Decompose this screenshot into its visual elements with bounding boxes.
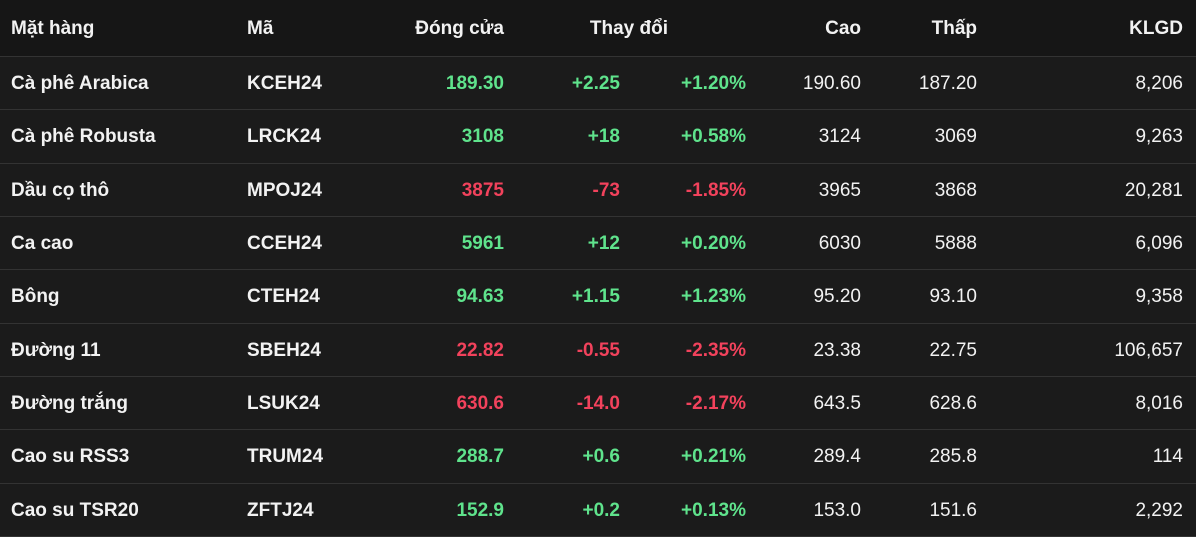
table-cell: 628.6: [929, 393, 977, 414]
column-header: Đóng cửa: [415, 18, 504, 39]
table-cell: Dầu cọ thô: [11, 179, 110, 201]
table-cell: SBEH24: [247, 339, 321, 361]
table-cell: 285.8: [929, 446, 977, 468]
table-cell: 93.10: [929, 286, 977, 308]
table-cell: 22.82: [456, 339, 504, 361]
table-row: Ca cao CCEH24 5961 +12 +0.20% 6030 5888 6,096: [0, 217, 1196, 271]
table-cell: MPOJ24: [247, 179, 322, 201]
column-header: KLGD: [1129, 18, 1183, 39]
table-cell: 20,281: [1124, 179, 1183, 201]
table-cell: 288.7: [456, 446, 504, 468]
table-cell: Cà phê Arabica: [11, 73, 149, 94]
table-cell: 3124: [818, 126, 861, 148]
table-cell: 94.63: [456, 286, 504, 308]
column-header: Thay đổi: [589, 18, 668, 39]
table-cell: LRCK24: [247, 126, 321, 148]
table-cell: Đường 11: [11, 339, 101, 361]
table-cell: +0.20%: [681, 233, 746, 254]
table-row: Bông CTEH24 94.63 +1.15 +1.23% 95.20 93.10 9,35…: [0, 270, 1196, 324]
table-row: Cao su RSS3 TRUM24 288.7 +0.6 +0.21% 289.4 285…: [0, 430, 1196, 484]
table-cell: +2.25: [571, 73, 620, 94]
table-row: Cao su TSR20 ZFTJ24 152.9 +0.2 +0.13% 153.0 15…: [0, 484, 1196, 537]
table-row: Cà phê Robusta LRCK24 3108 +18 +0.58% 3124 306…: [0, 110, 1196, 164]
table-cell: Cao su RSS3: [11, 446, 130, 468]
column-header: Mặt hàng: [11, 18, 95, 39]
table-row: Đường 11 SBEH24 22.82 -0.55 -2.35% 23.38 22.75…: [0, 324, 1196, 377]
column-header: Cao: [825, 18, 861, 39]
table-cell: 106,657: [1114, 339, 1183, 361]
table-cell: 2,292: [1135, 499, 1183, 521]
table-cell: 6030: [818, 233, 861, 254]
table-cell: +1.20%: [681, 73, 746, 94]
table-cell: 95.20: [813, 286, 861, 308]
table-cell: CCEH24: [247, 233, 322, 254]
table-cell: 289.4: [813, 446, 861, 468]
table-cell: 9,263: [1135, 126, 1183, 148]
table-cell: -1.85%: [685, 179, 746, 201]
table-cell: 190.60: [802, 73, 861, 94]
table-cell: LSUK24: [247, 393, 320, 414]
table-cell: 152.9: [456, 499, 504, 521]
table-cell: 8,206: [1135, 73, 1183, 94]
table-cell: 151.6: [929, 499, 977, 521]
table-cell: 8,016: [1135, 393, 1183, 414]
table-cell: +12: [587, 233, 620, 254]
table-cell: 187.20: [918, 73, 977, 94]
table-cell: 153.0: [813, 499, 861, 521]
table-cell: Cà phê Robusta: [11, 126, 156, 148]
header-row: Mặt hàng Mã Đóng cửa Thay đổi Cao Thấp KLGD: [0, 0, 1196, 57]
column-header: Thấp: [931, 18, 977, 39]
table-cell: Cao su TSR20: [11, 499, 139, 521]
table-cell: 9,358: [1135, 286, 1183, 308]
table-cell: KCEH24: [247, 73, 322, 94]
table-cell: +0.58%: [681, 126, 746, 148]
table-cell: 6,096: [1135, 233, 1183, 254]
table-cell: 114: [1152, 446, 1183, 468]
table-cell: -73: [592, 179, 620, 201]
table-row: Đường trắng LSUK24 630.6 -14.0 -2.17% 643.5 62…: [0, 377, 1196, 431]
table-cell: 22.75: [929, 339, 977, 361]
table-cell: 3868: [934, 179, 977, 201]
table-cell: +0.2: [582, 499, 620, 521]
table-cell: -14.0: [576, 393, 620, 414]
table-cell: 5961: [461, 233, 504, 254]
table-cell: 3965: [818, 179, 861, 201]
table-cell: 630.6: [456, 393, 504, 414]
table-row: Dầu cọ thô MPOJ24 3875 -73 -1.85% 3965 3868 20,…: [0, 164, 1196, 217]
table-row: Cà phê Arabica KCEH24 189.30 +2.25 +1.20% 190…: [0, 57, 1196, 111]
table-cell: CTEH24: [247, 286, 320, 308]
table-cell: +0.6: [582, 446, 620, 468]
table-cell: Bông: [11, 286, 60, 308]
table-cell: Ca cao: [11, 233, 74, 254]
table-cell: +1.15: [571, 286, 620, 308]
table-cell: +0.13%: [681, 499, 746, 521]
table-cell: 23.38: [813, 339, 861, 361]
table-cell: TRUM24: [247, 446, 324, 468]
table-cell: Đường trắng: [11, 393, 128, 414]
table-cell: +0.21%: [681, 446, 746, 468]
table-cell: 3108: [461, 126, 504, 148]
table-cell: 5888: [934, 233, 977, 254]
table-cell: -0.55: [576, 339, 620, 361]
table-cell: 643.5: [813, 393, 861, 414]
table-cell: 3875: [461, 179, 504, 201]
table-cell: +18: [587, 126, 620, 148]
table-cell: 3069: [934, 126, 977, 148]
table-cell: ZFTJ24: [247, 499, 314, 521]
table-cell: +1.23%: [681, 286, 746, 308]
table-cell: -2.35%: [685, 339, 746, 361]
table-cell: -2.17%: [685, 393, 746, 414]
column-header: Mã: [247, 18, 274, 39]
table-cell: 189.30: [445, 73, 504, 94]
